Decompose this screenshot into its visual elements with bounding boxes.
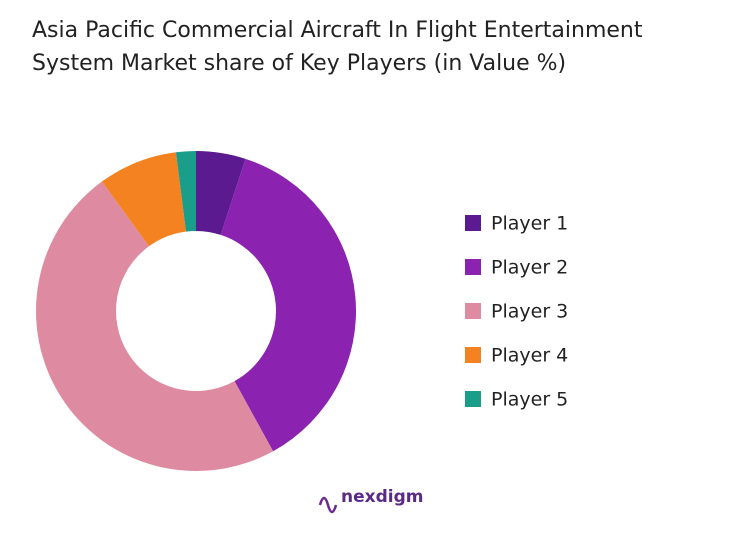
legend-label: Player 5 — [491, 389, 568, 411]
legend-swatch — [465, 347, 481, 363]
donut-slice — [196, 151, 246, 235]
legend-label: Player 3 — [491, 301, 568, 323]
legend-swatch — [465, 391, 481, 407]
legend-label: Player 2 — [491, 257, 568, 279]
donut-slice — [36, 181, 274, 471]
donut-slice — [175, 151, 196, 232]
chart-title: Asia Pacific Commercial Aircraft In Flig… — [32, 18, 643, 76]
legend-swatch — [465, 215, 481, 231]
legend-label: Player 1 — [491, 213, 568, 235]
logo-icon — [318, 496, 338, 514]
logo-text: nexdigm — [341, 487, 423, 507]
legend-swatch — [465, 303, 481, 319]
legend-swatch — [465, 259, 481, 275]
donut-slice — [220, 158, 356, 452]
legend-label: Player 4 — [491, 345, 568, 367]
donut-slice — [101, 152, 186, 247]
logo: nexdigm — [318, 487, 423, 514]
